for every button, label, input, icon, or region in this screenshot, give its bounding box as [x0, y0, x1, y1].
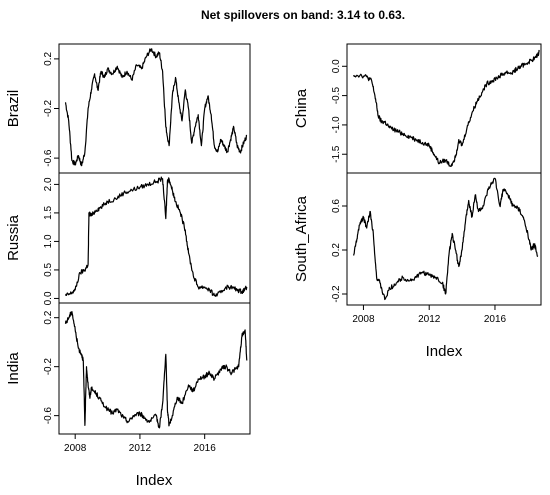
y-tick-label-brazil: 0.2 [43, 51, 54, 65]
panel-brazil: 0.2 -0.2 -0.6 Brazil [5, 43, 251, 174]
y-tick-label-russia: 1.5 [43, 206, 54, 220]
x-axis-label-right: Index [426, 343, 463, 360]
x-tick-label-south-africa: 2016 [484, 314, 507, 325]
series-line-south-africa [353, 177, 539, 301]
y-axis-label-india: India [5, 352, 22, 385]
y-tick-label-russia: 0.0 [43, 291, 54, 305]
y-tick-label-russia: 0.5 [43, 263, 54, 277]
y-tick-label-india: -0.2 [43, 358, 54, 376]
panel-china: 0.0 -0.5 -1.0 -1.5 China [293, 43, 542, 174]
series-line-india [64, 311, 248, 429]
series-line-brazil [64, 48, 248, 167]
x-tick-label-india: 2008 [64, 443, 87, 454]
y-tick-label-brazil: -0.2 [43, 99, 54, 117]
x-tick-label-south-africa: 2012 [418, 314, 441, 325]
x-tick-label-india: 2012 [129, 443, 152, 454]
y-tick-label-russia: 1.0 [43, 234, 54, 248]
y-tick-label-china: 0.0 [331, 59, 342, 73]
y-tick-label-china: -0.5 [331, 87, 342, 105]
y-axis-label-brazil: Brazil [5, 90, 22, 128]
y-tick-label-south-africa: 0.6 [331, 199, 342, 213]
y-tick-label-india: -0.6 [43, 407, 54, 425]
y-tick-label-south-africa: 0.2 [331, 243, 342, 257]
y-axis-label-china: China [293, 88, 310, 128]
x-tick-label-south-africa: 2008 [352, 314, 375, 325]
panel-frame-india [58, 302, 251, 435]
y-axis-label-russia: Russia [5, 214, 22, 261]
y-tick-label-china: -1.5 [331, 145, 342, 163]
series-line-china [353, 49, 540, 167]
x-axis-label-left: Index [136, 472, 173, 489]
y-tick-label-china: -1.0 [331, 116, 342, 134]
y-tick-label-brazil: -0.6 [43, 149, 54, 167]
panel-russia: 0.0 0.5 1.0 1.5 2.0 Russia [5, 172, 251, 305]
series-line-russia [64, 176, 248, 297]
panel-india: 0.2 -0.2 -0.6 India 2008 2012 2016 [5, 302, 251, 454]
chart-title: Net spillovers on band: 3.14 to 0.63. [201, 8, 405, 22]
y-tick-label-russia: 2.0 [43, 177, 54, 191]
panel-frame-china [346, 43, 542, 174]
panel-south-africa: 0.6 0.2 -0.2 South_Africa 2008 2012 2016 [293, 172, 542, 325]
chart-panels: 0.2-0.2-0.6Brazil0.00.51.01.52.0Russia0.… [5, 43, 542, 454]
y-tick-label-india: 0.2 [43, 310, 54, 324]
y-axis-label-south-africa: South_Africa [293, 195, 310, 282]
y-tick-label-south-africa: -0.2 [331, 285, 342, 303]
panel-frame-russia [58, 172, 251, 304]
panel-frame-south-africa [346, 172, 542, 306]
x-tick-label-india: 2016 [194, 443, 217, 454]
